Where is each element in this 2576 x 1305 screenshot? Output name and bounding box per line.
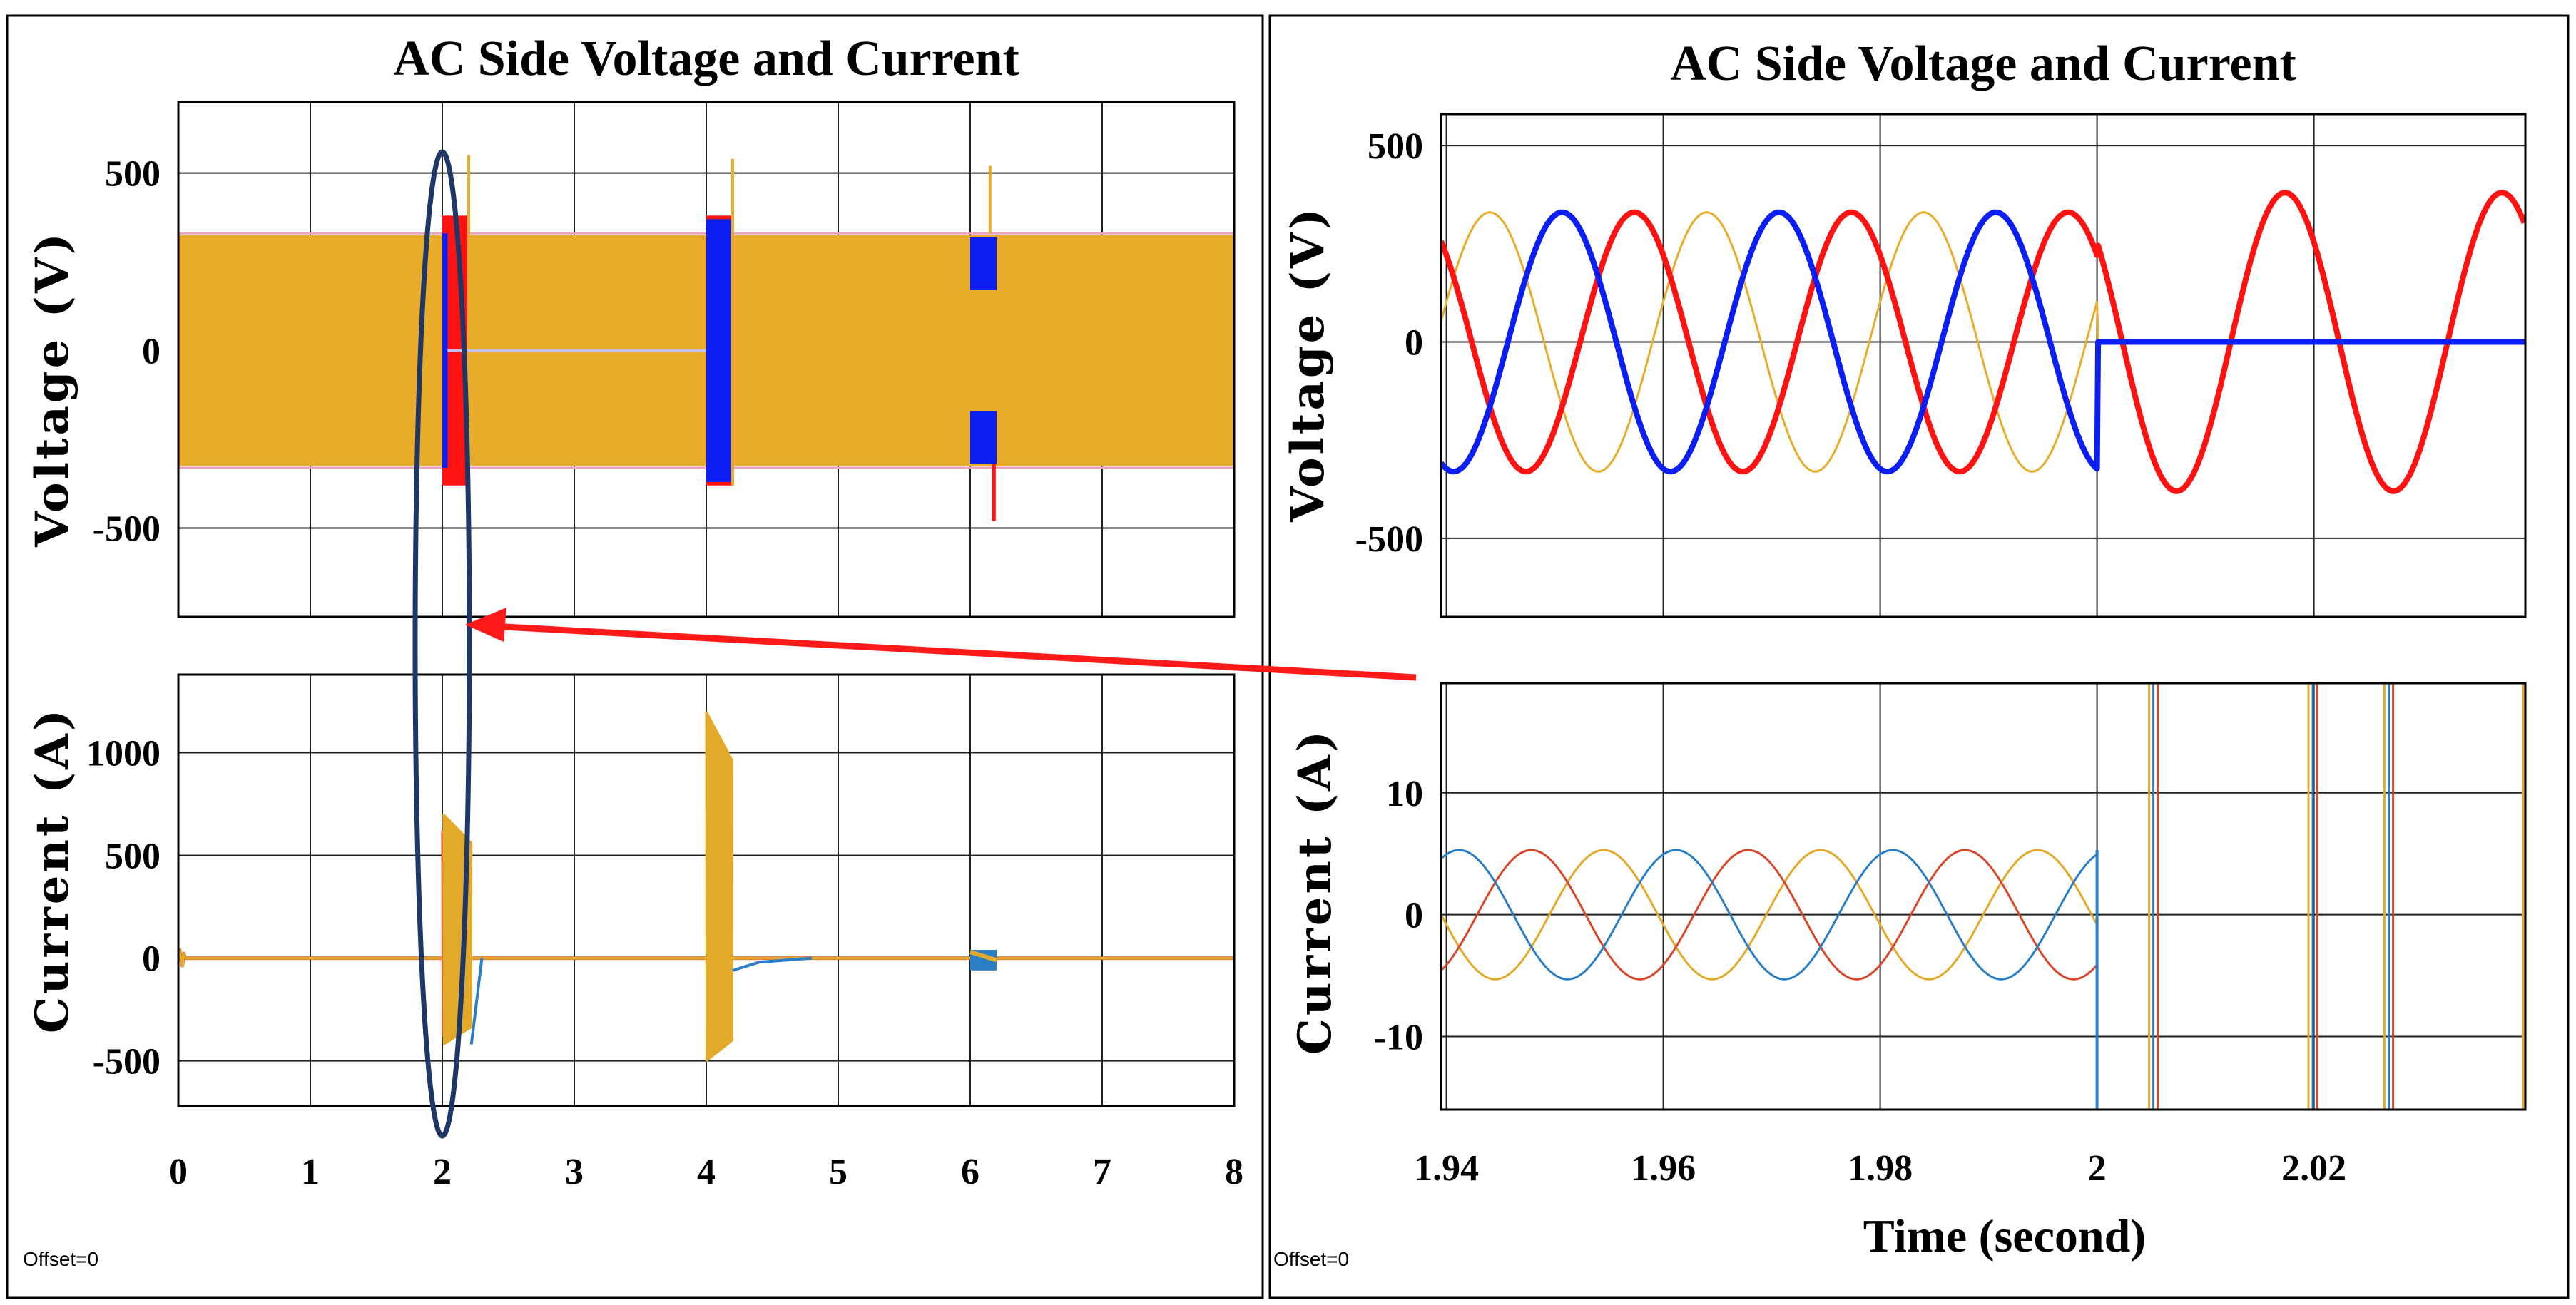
y-tick-label: -500: [93, 1042, 161, 1083]
fault-gap-phase-a-6s: [970, 290, 997, 411]
current-phase-b: [1441, 849, 2098, 981]
plot-frame: [177, 673, 1236, 1107]
data-layer: [1441, 190, 2525, 494]
y-tick-label: -500: [1355, 519, 1423, 560]
x-tick-label: 2.02: [2281, 1148, 2346, 1189]
y-tick-label: 500: [105, 154, 161, 195]
current-recovery-2s: [469, 958, 484, 1045]
x-tick-label: 1: [301, 1152, 320, 1192]
left-current-ylabel: Current (A): [26, 707, 79, 1033]
right-voltage-ylabel: Voltage (V): [1281, 205, 1335, 523]
right-current-ylabel: Current (A): [1288, 728, 1342, 1055]
left-offset-label: Offset=0: [23, 1248, 98, 1270]
y-tick-label: -10: [1374, 1017, 1423, 1058]
annotations: [412, 149, 1417, 1139]
y-tick-label: 0: [142, 332, 161, 372]
data-layer: [1441, 683, 2525, 1110]
right-xlabel: Time (second): [1863, 1210, 2147, 1262]
x-tick-label: 4: [697, 1152, 716, 1192]
plot-background: [1441, 683, 2525, 1110]
pointer-arrow-shaft: [492, 623, 1417, 681]
right-current-plot: 10 0 -10 1.94 1.96 1.98 2 2.02: [1374, 682, 2527, 1189]
y-tick-label: 0: [1405, 322, 1423, 363]
pointer-arrow-head: [465, 608, 506, 642]
x-tick-label: 2: [2088, 1148, 2107, 1189]
y-tick-label: 1000: [86, 733, 161, 774]
x-tick-label: 6: [961, 1152, 979, 1192]
current-event-phase-a-6s: [969, 950, 997, 963]
x-tick-label: 3: [565, 1152, 584, 1192]
x-tick-label: 1.96: [1631, 1148, 1696, 1189]
right-chart-title: AC Side Voltage and Current: [1670, 36, 2296, 91]
x-tick-label: 2: [433, 1152, 452, 1192]
right-voltage-plot: 500 0 -500: [1355, 113, 2527, 618]
fault-band-phase-c-4s: [706, 219, 732, 482]
right-offset-label: Offset=0: [1273, 1248, 1349, 1270]
current-recovery-4s: [732, 956, 813, 972]
fault-band-phase-c-2s: [442, 233, 448, 468]
x-tick-label: 1.98: [1848, 1148, 1913, 1189]
data-layer: [178, 711, 1234, 1062]
highlight-ellipse: [412, 149, 472, 1139]
left-voltage-plot: 500 0 -500: [93, 101, 1236, 618]
data-layer: [178, 155, 1234, 521]
y-tick-label: 0: [1405, 896, 1423, 936]
x-tick-label: 8: [1225, 1152, 1243, 1192]
x-tick-label: 7: [1093, 1152, 1111, 1192]
left-current-plot: 1000 500 0 -500 0 1 2 3 4 5 6 7 8: [86, 673, 1243, 1192]
current-phase-c: [1441, 849, 2098, 981]
plot-frame: [1440, 113, 2527, 618]
plot-frame: [177, 101, 1236, 618]
x-tick-label: 0: [169, 1152, 188, 1192]
current-burst-phase-a-4s: [705, 711, 733, 1062]
x-tick-label: 1.94: [1414, 1148, 1479, 1189]
y-tick-label: 500: [1368, 126, 1423, 167]
y-tick-label: 10: [1386, 774, 1423, 814]
voltage-phase-b: [1441, 190, 2525, 494]
current-phase-a: [1441, 849, 2098, 981]
plot-frame: [1440, 682, 2527, 1111]
y-tick-label: 500: [105, 836, 161, 877]
y-tick-label: -500: [93, 509, 161, 550]
voltage-phase-c: [1441, 209, 2525, 475]
left-chart-title: AC Side Voltage and Current: [393, 31, 1019, 86]
x-tick-label: 5: [829, 1152, 847, 1192]
y-tick-label: 0: [142, 939, 161, 980]
left-voltage-ylabel: Voltage (V): [26, 230, 79, 548]
